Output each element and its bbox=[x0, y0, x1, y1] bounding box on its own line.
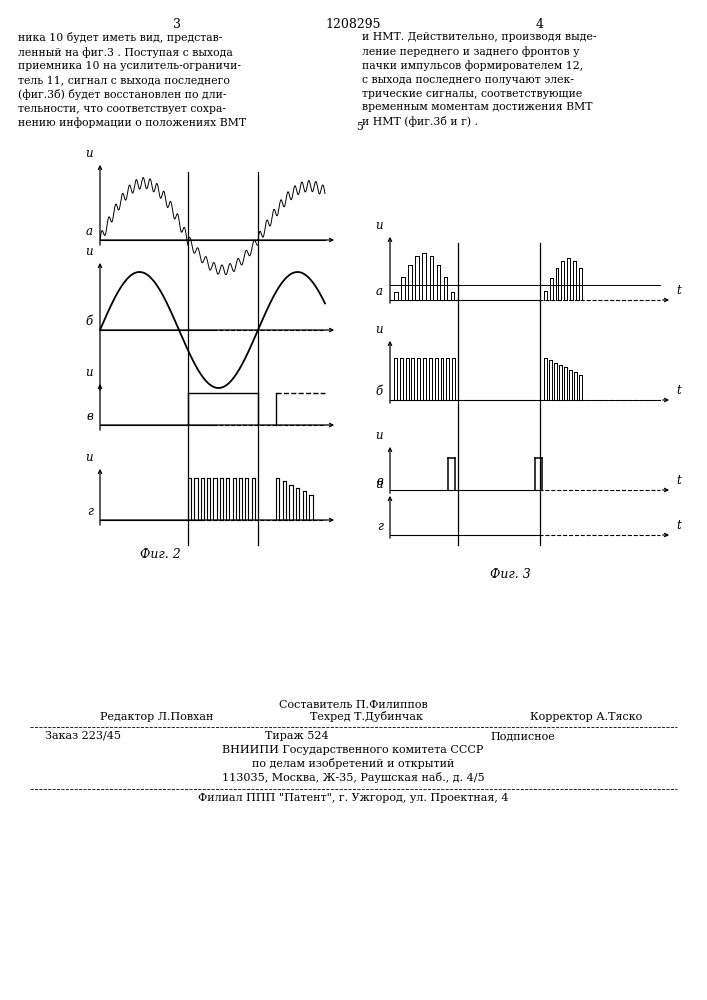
Text: Техред Т.Дубинчак: Техред Т.Дубинчак bbox=[310, 711, 423, 722]
Text: 1208295: 1208295 bbox=[325, 18, 381, 31]
Text: Заказ 223/45: Заказ 223/45 bbox=[45, 731, 121, 741]
Text: u: u bbox=[375, 478, 383, 491]
Text: u: u bbox=[86, 245, 93, 258]
Text: t: t bbox=[676, 284, 681, 297]
Text: t: t bbox=[676, 384, 681, 397]
Text: г: г bbox=[377, 520, 383, 533]
Text: u: u bbox=[375, 219, 383, 232]
Text: t: t bbox=[676, 519, 681, 532]
Text: u: u bbox=[375, 429, 383, 442]
Text: 113035, Москва, Ж-35, Раушская наб., д. 4/5: 113035, Москва, Ж-35, Раушская наб., д. … bbox=[222, 772, 484, 783]
Text: ВНИИПИ Государственного комитета СССР: ВНИИПИ Государственного комитета СССР bbox=[222, 745, 484, 755]
Text: б: б bbox=[376, 385, 383, 398]
Text: t: t bbox=[676, 474, 681, 487]
Text: а: а bbox=[376, 285, 383, 298]
Text: по делам изобретений и открытий: по делам изобретений и открытий bbox=[252, 758, 454, 769]
Text: Редактор Л.Повхан: Редактор Л.Повхан bbox=[100, 712, 214, 722]
Text: г: г bbox=[87, 505, 93, 518]
Text: ника 10 будет иметь вид, представ-
ленный на фиг.3 . Поступая с выхода
приемника: ника 10 будет иметь вид, представ- ленны… bbox=[18, 32, 246, 128]
Text: Корректор А.Тяско: Корректор А.Тяско bbox=[530, 712, 642, 722]
Text: u: u bbox=[375, 323, 383, 336]
Text: Составитель П.Филиппов: Составитель П.Филиппов bbox=[279, 700, 427, 710]
Text: 5: 5 bbox=[356, 122, 363, 132]
Text: Фиг. 2: Фиг. 2 bbox=[139, 548, 180, 561]
Text: в: в bbox=[376, 475, 383, 488]
Text: Подписное: Подписное bbox=[490, 731, 555, 741]
Text: в: в bbox=[86, 410, 93, 423]
Text: Фиг. 3: Фиг. 3 bbox=[490, 568, 530, 581]
Text: Филиал ППП "Патент", г. Ужгород, ул. Проектная, 4: Филиал ППП "Патент", г. Ужгород, ул. Про… bbox=[198, 793, 508, 803]
Text: и НМТ. Действительно, производя выде-
ление переднего и заднего фронтов у
пачки : и НМТ. Действительно, производя выде- ле… bbox=[362, 32, 597, 127]
Text: Тираж 524: Тираж 524 bbox=[265, 731, 329, 741]
Text: б: б bbox=[86, 315, 93, 328]
Text: а: а bbox=[86, 225, 93, 238]
Text: u: u bbox=[86, 366, 93, 379]
Text: u: u bbox=[86, 147, 93, 160]
Text: u: u bbox=[86, 451, 93, 464]
Text: 3: 3 bbox=[173, 18, 181, 31]
Text: 4: 4 bbox=[536, 18, 544, 31]
